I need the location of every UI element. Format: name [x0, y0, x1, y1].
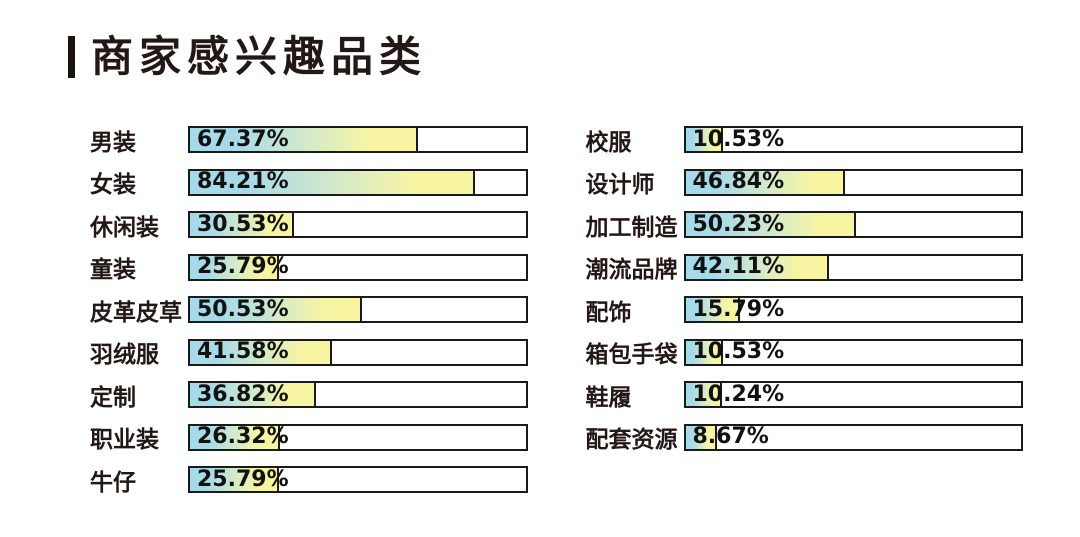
category-label: 童装 [90, 257, 136, 283]
bar-value: 8.67% [692, 424, 769, 449]
bar-track: 25.79% [188, 466, 528, 493]
bar-track: 25.79% [188, 253, 528, 281]
bar-track: 15.79% [683, 296, 1023, 323]
bar-fill [683, 338, 723, 366]
bar-value: 15.79% [692, 296, 785, 322]
bar-value: 50.53% [197, 296, 289, 322]
bar-value: 10.53% [692, 126, 785, 152]
bar-track: 10.53% [683, 126, 1023, 153]
bar-fill [188, 168, 475, 196]
bar-row: 休闲装 30.53% [90, 211, 528, 241]
bar-fill [188, 211, 295, 238]
bar-row: 鞋履 10.24% [586, 381, 1023, 411]
bar-fill [188, 466, 279, 493]
bar-row: 配饰 15.79% [586, 296, 1023, 326]
bar-track: 30.53% [188, 211, 528, 238]
bar-track: 42.11% [683, 253, 1023, 281]
bar-row: 设计师 46.84% [586, 168, 1023, 198]
bar-fill [683, 126, 723, 153]
bar-track: 67.37% [188, 126, 528, 153]
bar-row: 定制 36.82% [90, 381, 528, 411]
bar-fill [188, 338, 332, 366]
bar-fill [683, 423, 717, 451]
category-label: 皮革皮草 [90, 299, 182, 326]
bar-row: 皮革皮草 50.53% [90, 296, 528, 326]
bar-row: 潮流品牌 42.11% [586, 253, 1023, 283]
bar-fill [683, 168, 845, 196]
page-title: 商家感兴趣品类 [91, 32, 428, 81]
bar-value: 10.53% [692, 339, 785, 364]
bar-row: 箱包手袋 10.53% [586, 338, 1023, 368]
bar-track: 84.21% [188, 168, 528, 196]
bar-value: 36.82% [197, 381, 289, 407]
category-label: 配饰 [585, 299, 632, 326]
chart-column-left: 男装 67.37% 女装 84.21% 休闲装 30.53% 童装 25.79%… [90, 126, 528, 496]
bar-value: 41.58% [197, 339, 289, 364]
bar-row: 羽绒服 41.58% [90, 338, 528, 368]
category-label: 休闲装 [90, 214, 159, 241]
bar-track: 8.67% [683, 423, 1023, 451]
category-label: 男装 [90, 129, 136, 156]
category-label: 职业装 [90, 427, 159, 453]
bar-value: 67.37% [197, 126, 289, 152]
category-label: 设计师 [585, 172, 655, 198]
bar-track: 46.84% [683, 168, 1023, 196]
bar-value: 26.32% [197, 424, 289, 449]
bar-fill [683, 296, 741, 323]
bar-track: 36.82% [188, 381, 528, 408]
title-accent-bar [68, 36, 75, 78]
category-label: 校服 [585, 129, 632, 156]
category-label: 定制 [90, 384, 136, 411]
bar-fill [188, 423, 281, 451]
bar-fill [188, 253, 279, 281]
bar-value: 46.84% [692, 169, 785, 194]
bar-value: 25.79% [197, 254, 289, 279]
bar-value: 84.21% [197, 169, 289, 194]
bar-row: 配套资源 8.67% [586, 423, 1023, 453]
category-label: 鞋履 [585, 384, 632, 411]
bar-value: 25.79% [197, 466, 289, 492]
bar-chart: 男装 67.37% 女装 84.21% 休闲装 30.53% 童装 25.79%… [90, 126, 1023, 496]
bar-fill [683, 211, 857, 238]
bar-fill [683, 253, 829, 281]
bar-row: 牛仔 25.79% [90, 466, 528, 496]
bar-fill [188, 126, 419, 153]
bar-track: 41.58% [188, 338, 528, 366]
bar-track: 50.53% [188, 296, 528, 323]
category-label: 加工制造 [585, 214, 678, 241]
bar-track: 10.24% [683, 381, 1023, 408]
bar-row: 职业装 26.32% [90, 423, 528, 453]
category-label: 配套资源 [585, 427, 678, 453]
bar-row: 加工制造 50.23% [586, 211, 1023, 241]
bar-value: 42.11% [692, 254, 785, 279]
chart-column-right: 校服 10.53% 设计师 46.84% 加工制造 50.23% 潮流品牌 42… [586, 126, 1023, 493]
bar-track: 26.32% [188, 423, 528, 451]
category-label: 潮流品牌 [585, 257, 678, 283]
category-label: 箱包手袋 [585, 342, 678, 368]
bar-value: 10.24% [692, 381, 785, 407]
bar-value: 50.23% [692, 211, 785, 237]
bar-row: 男装 67.37% [90, 126, 528, 156]
chart-header: 商家感兴趣品类 [68, 36, 427, 78]
bar-fill [683, 381, 722, 408]
bar-row: 女装 84.21% [90, 168, 528, 198]
bar-row: 童装 25.79% [90, 253, 528, 283]
category-label: 牛仔 [90, 469, 136, 496]
bar-fill [188, 381, 316, 408]
bar-track: 10.53% [683, 338, 1023, 366]
bar-fill [188, 296, 362, 323]
bar-row: 校服 10.53% [586, 126, 1023, 156]
bar-value: 30.53% [197, 211, 289, 237]
bar-track: 50.23% [683, 211, 1023, 238]
category-label: 羽绒服 [90, 342, 159, 368]
category-label: 女装 [90, 172, 136, 198]
